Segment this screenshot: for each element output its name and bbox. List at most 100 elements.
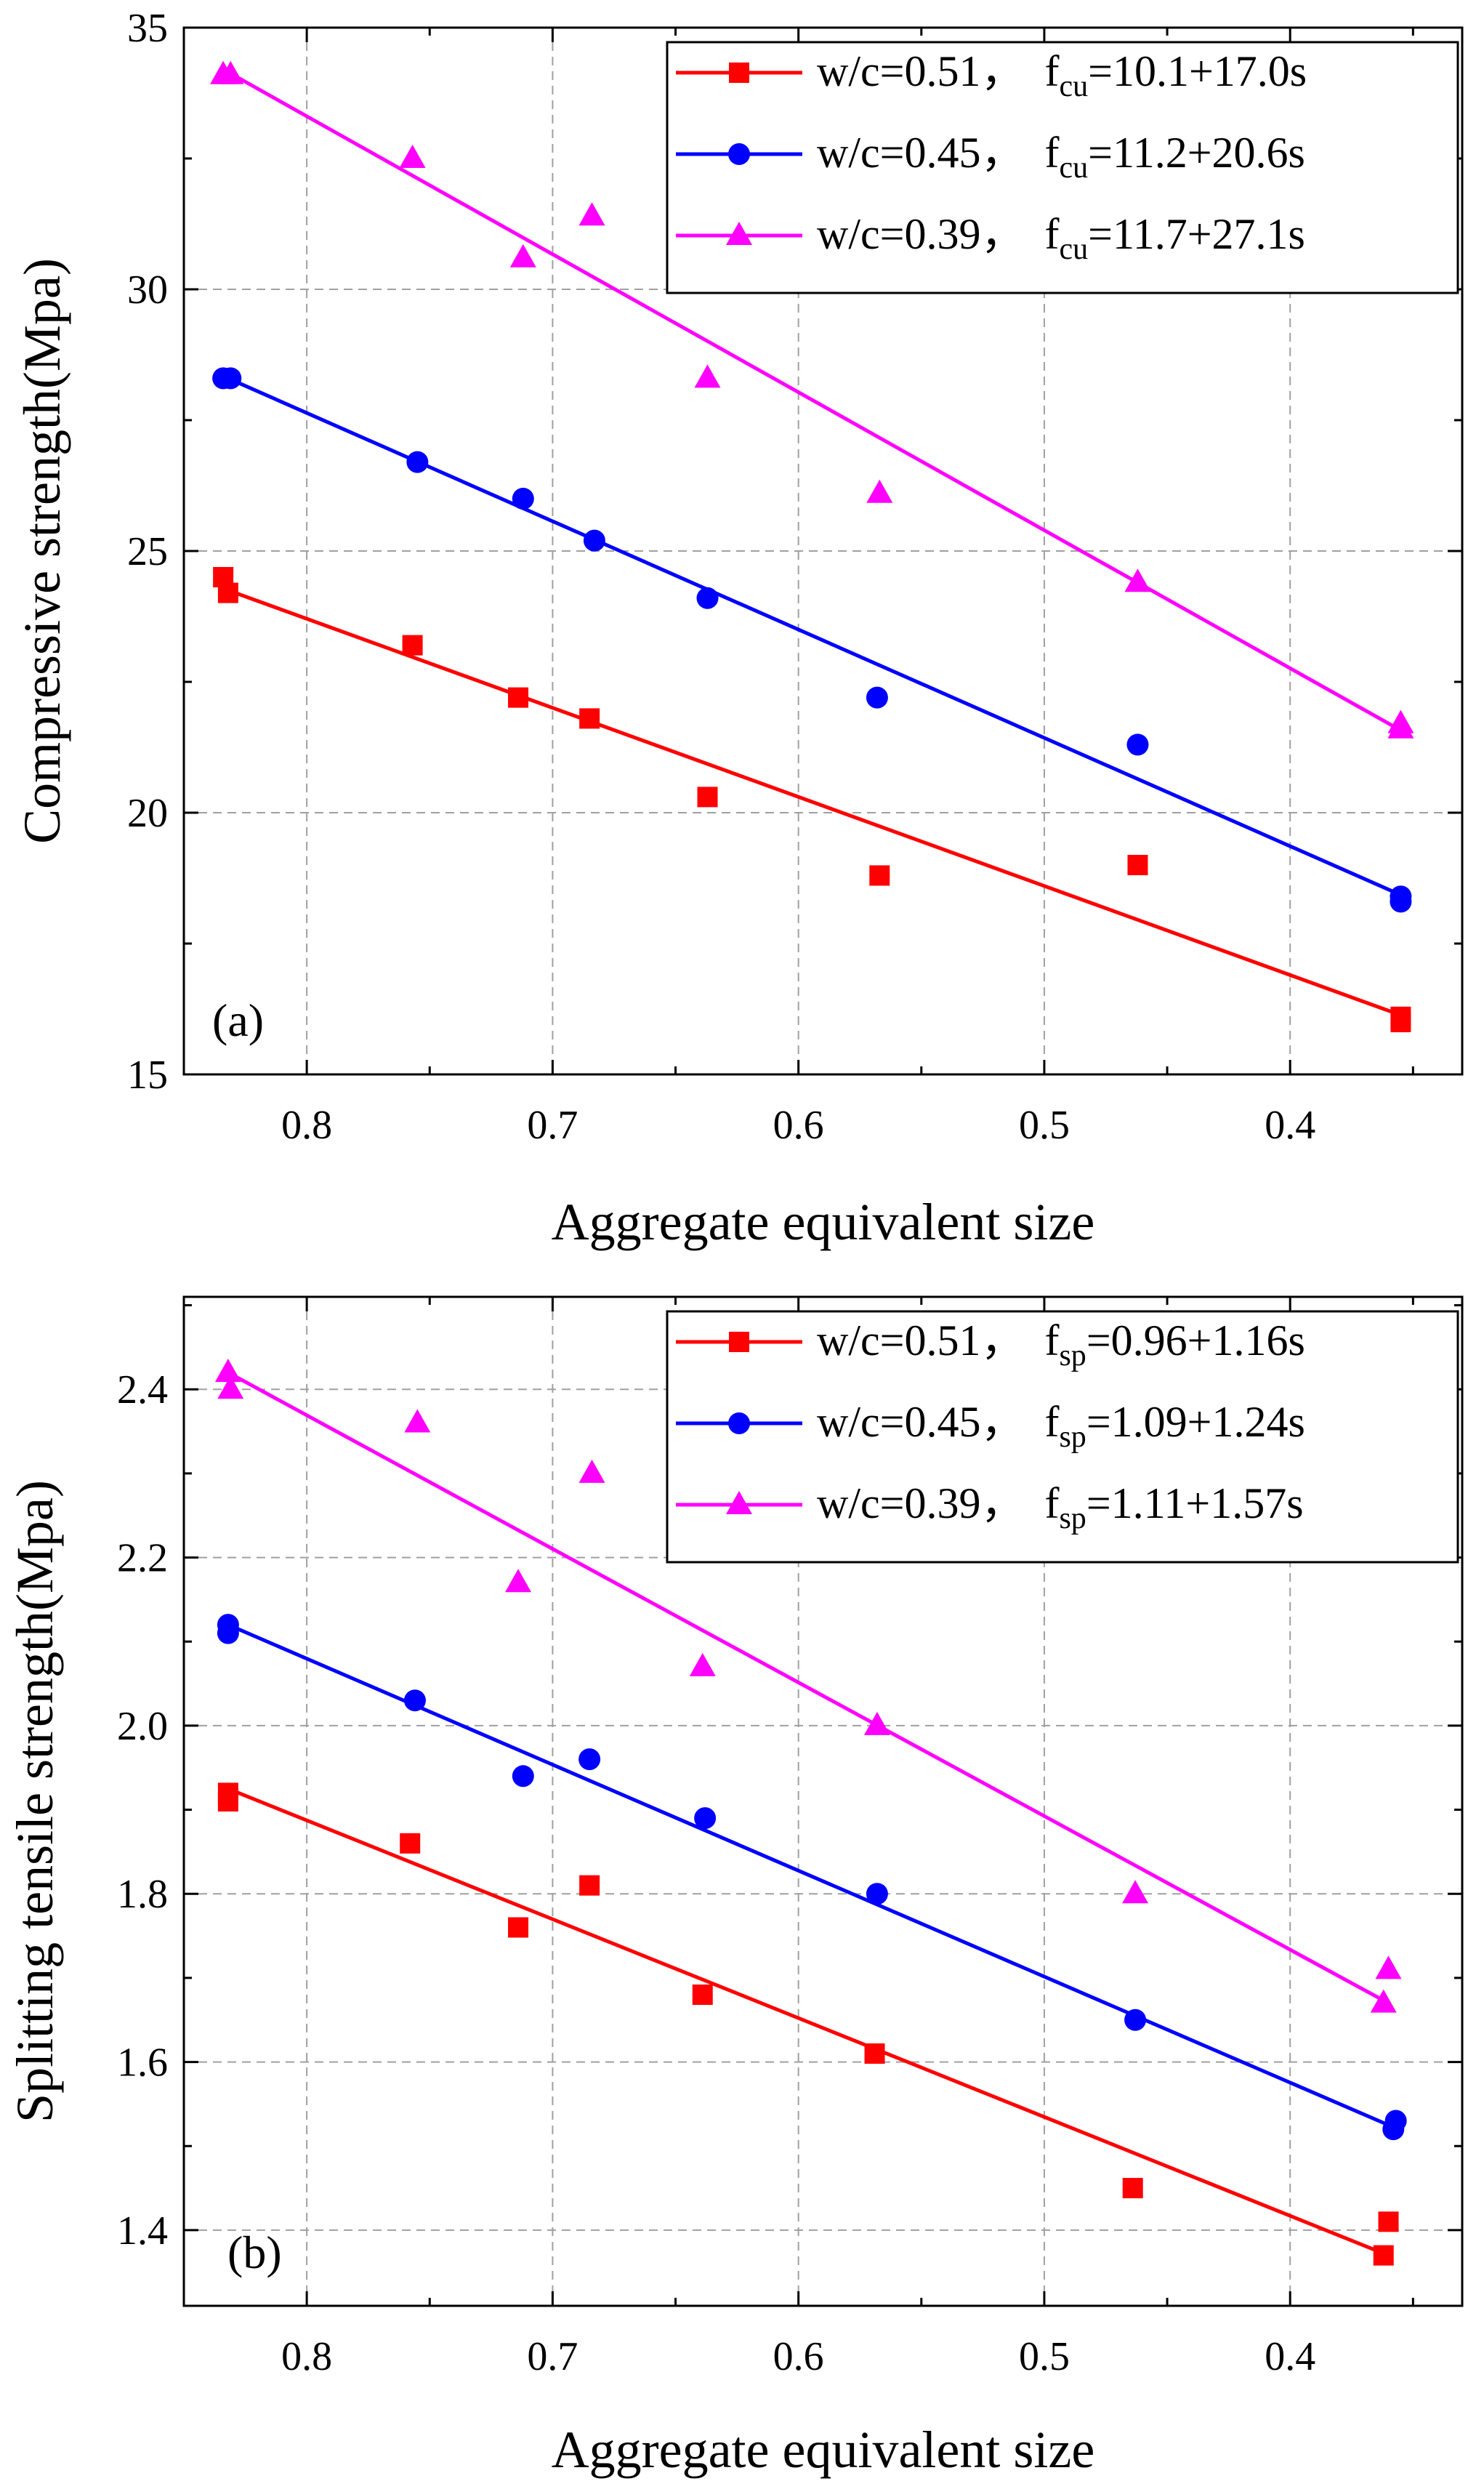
y-tick-label: 25 xyxy=(127,529,168,574)
fit-line xyxy=(227,1787,1390,2257)
data-point xyxy=(508,1917,529,1938)
x-tick-label: 0.6 xyxy=(773,1103,824,1148)
legend-box xyxy=(666,41,1459,294)
legend-entry: w/c=0.39， fcu=11.7+27.1s xyxy=(817,210,1305,266)
data-point xyxy=(214,1359,241,1383)
series-w/c=0.51 xyxy=(217,1782,1399,2266)
x-tick-label: 0.8 xyxy=(281,2334,332,2379)
fit-line xyxy=(227,1623,1400,2131)
data-point xyxy=(1375,1955,1402,1979)
x-tick-label: 0.4 xyxy=(1265,2334,1315,2379)
y-tick-label: 1.6 xyxy=(117,2040,168,2086)
legend-entry: w/c=0.45， fsp=1.09+1.24s xyxy=(817,1398,1305,1454)
legend-swatch-marker xyxy=(729,63,749,83)
data-point xyxy=(578,1748,601,1771)
legend-box xyxy=(666,1310,1459,1564)
x-tick-label: 0.6 xyxy=(773,2334,824,2379)
data-point xyxy=(694,1807,717,1830)
y-axis-label: Splitting tensile strength(Mpa) xyxy=(6,1480,64,2123)
x-tick-label: 0.7 xyxy=(527,2334,578,2379)
data-point xyxy=(866,479,893,503)
y-tick-label: 15 xyxy=(127,1053,168,1098)
data-point xyxy=(217,60,244,84)
series-w/c=0.39 xyxy=(214,1359,1402,2013)
series-w/c=0.45 xyxy=(212,367,1412,913)
data-point xyxy=(1124,2009,1147,2031)
data-point xyxy=(864,2043,885,2064)
data-point xyxy=(508,687,529,708)
plot-frame xyxy=(182,1295,1464,2307)
legend-swatch-marker xyxy=(726,222,752,245)
data-point xyxy=(1387,715,1414,739)
series-w/c=0.39 xyxy=(210,60,1414,739)
legend: w/c=0.51， fcu=10.1+17.0s w/c=0.45， fcu=11.2… xyxy=(666,41,1459,294)
data-point xyxy=(1122,2178,1143,2199)
y-tick-label: 20 xyxy=(127,791,168,836)
data-point xyxy=(866,686,888,709)
data-point xyxy=(512,1765,534,1788)
data-point xyxy=(406,451,429,473)
legend: w/c=0.51， fsp=0.96+1.16s w/c=0.45， fsp=1.09… xyxy=(666,1310,1459,1564)
data-point xyxy=(1124,568,1151,592)
data-point xyxy=(1122,1880,1149,1904)
data-point xyxy=(400,1833,421,1854)
data-point xyxy=(404,1409,431,1433)
legend-swatch-marker xyxy=(729,1332,749,1352)
legend-swatch-marker xyxy=(726,1491,752,1514)
y-tick-label: 1.4 xyxy=(117,2208,168,2253)
fit-line xyxy=(227,1370,1390,2005)
chart-panel-1: 0.8 0.7 0.6 0.5 0.4 15 20 25 30 35 Aggregate equiv… xyxy=(13,6,1464,1251)
data-point xyxy=(403,1689,426,1712)
x-tick-label: 0.5 xyxy=(1019,2334,1070,2379)
data-point xyxy=(1370,1989,1397,2013)
data-point xyxy=(578,202,605,226)
data-point xyxy=(1126,733,1149,756)
data-point xyxy=(219,367,242,390)
x-tick-label: 0.5 xyxy=(1019,1103,1070,1148)
fit-line xyxy=(227,71,1400,731)
data-point xyxy=(1378,2211,1399,2232)
legend-entry: w/c=0.51， fsp=0.96+1.16s xyxy=(817,1316,1305,1372)
data-point xyxy=(1384,2110,1407,2132)
x-axis-label: Aggregate equivalent size xyxy=(552,2421,1095,2479)
data-point xyxy=(505,1569,532,1593)
panel-label: (a) xyxy=(212,994,264,1046)
x-tick-label: 0.7 xyxy=(527,1103,578,1148)
data-point xyxy=(869,865,890,886)
y-tick-label: 2.0 xyxy=(117,1704,168,1749)
legend-entry: w/c=0.51， fcu=10.1+17.0s xyxy=(817,47,1307,103)
data-point xyxy=(402,635,423,656)
data-point xyxy=(697,787,718,808)
data-point xyxy=(1127,855,1148,875)
data-point xyxy=(579,1875,600,1896)
series-w/c=0.51 xyxy=(213,567,1411,1032)
data-point xyxy=(694,364,721,388)
legend-entry: w/c=0.45， fcu=11.2+20.6s xyxy=(817,129,1305,185)
data-point xyxy=(863,1711,890,1735)
chart-panel-2: 0.8 0.7 0.6 0.5 0.4 1.4 1.6 1.8 2.0 2.2 2.4 Aggrega… xyxy=(6,1295,1464,2479)
data-point xyxy=(1373,2245,1394,2266)
panel-label: (b) xyxy=(227,2227,282,2278)
y-tick-label: 1.8 xyxy=(117,1872,168,1917)
y-tick-label: 2.4 xyxy=(117,1367,168,1412)
data-point xyxy=(689,1652,716,1676)
data-point xyxy=(696,587,719,609)
y-axis-label: Compressive strength(Mpa) xyxy=(13,258,71,844)
data-point xyxy=(512,488,534,510)
data-point xyxy=(217,1791,238,1812)
data-point xyxy=(579,708,600,729)
data-point xyxy=(583,529,605,552)
y-tick-label: 35 xyxy=(127,6,168,51)
x-axis-label: Aggregate equivalent size xyxy=(552,1193,1095,1251)
data-point xyxy=(1390,1012,1411,1032)
series-w/c=0.45 xyxy=(217,1614,1407,2141)
data-point xyxy=(399,145,426,168)
legend-entry: w/c=0.39， fsp=1.11+1.57s xyxy=(817,1479,1304,1535)
x-tick-label: 0.8 xyxy=(281,1103,332,1148)
data-point xyxy=(866,1883,888,1905)
x-tick-label: 0.4 xyxy=(1265,1103,1315,1148)
legend-swatch-marker xyxy=(728,1412,750,1434)
data-point xyxy=(509,244,536,268)
fit-line xyxy=(227,588,1399,1016)
